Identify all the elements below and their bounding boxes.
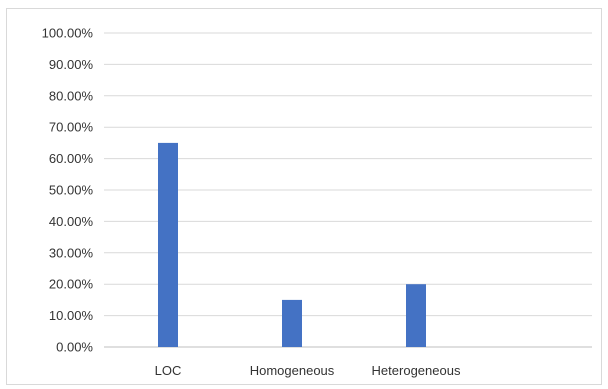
y-tick-label: 20.00%	[49, 277, 94, 292]
chart-frame	[6, 8, 602, 385]
x-category-label: Homogeneous	[250, 363, 335, 378]
y-tick-label: 70.00%	[49, 120, 94, 135]
gridlines	[104, 32, 592, 317]
y-tick-labels: 0.00% 10.00% 20.00% 30.00% 40.00% 50.00% 60.00…	[42, 26, 94, 355]
y-tick-label: 40.00%	[49, 214, 94, 229]
x-category-labels: LOC Homogeneous Heterogeneous	[155, 363, 461, 378]
y-tick-label: 30.00%	[49, 245, 94, 260]
y-tick-label: 60.00%	[49, 151, 94, 166]
bar-homogeneous	[282, 299, 302, 347]
y-tick-label: 100.00%	[42, 26, 94, 41]
y-tick-label: 50.00%	[49, 183, 94, 198]
bars	[158, 142, 426, 347]
bar-loc	[158, 142, 178, 347]
y-tick-label: 80.00%	[49, 88, 94, 103]
y-tick-label: 10.00%	[49, 308, 94, 323]
bar-heterogeneous	[406, 284, 426, 347]
y-tick-label: 90.00%	[49, 57, 94, 72]
x-category-label: Heterogeneous	[372, 363, 461, 378]
x-category-label: LOC	[155, 363, 182, 378]
y-tick-label: 0.00%	[56, 340, 93, 355]
